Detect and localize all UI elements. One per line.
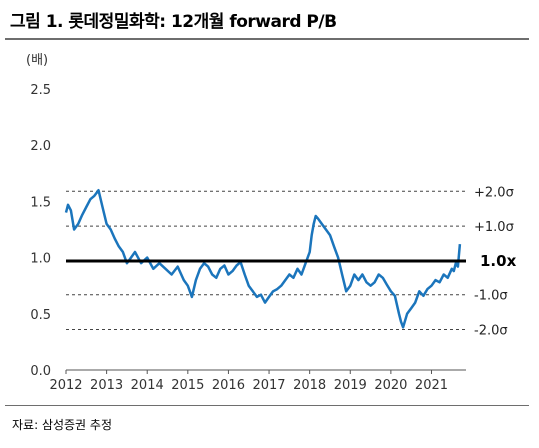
y-tick-label: 2.5 bbox=[30, 83, 51, 98]
x-tick-label: 2015 bbox=[171, 378, 204, 393]
series-line bbox=[64, 188, 462, 329]
sigma-band-label: -1.0σ bbox=[474, 289, 508, 304]
sigma-bands: +2.0σ +1.0σ -1.0σ -2.0σ bbox=[66, 185, 514, 339]
chart-axes: (배) 0.0 0.5 1.0 1.5 2.0 2.5 2012 2013 2014 2015 201… bbox=[26, 53, 466, 393]
sigma-band-label: +1.0σ bbox=[474, 220, 514, 235]
x-tick-label: 2021 bbox=[415, 378, 448, 393]
x-tick-label: 2018 bbox=[293, 378, 326, 393]
x-tick-label: 2017 bbox=[252, 378, 285, 393]
y-tick-label: 0.5 bbox=[30, 308, 51, 323]
title-divider bbox=[5, 38, 529, 40]
x-tick-label: 2016 bbox=[212, 378, 245, 393]
y-tick-label: 1.0 bbox=[30, 252, 51, 267]
source-divider bbox=[5, 405, 529, 406]
x-tick-label: 2013 bbox=[90, 378, 123, 393]
x-tick-label: 2019 bbox=[334, 378, 367, 393]
x-tick-label: 2014 bbox=[131, 378, 164, 393]
sigma-band-label: +2.0σ bbox=[474, 185, 514, 200]
series-layer bbox=[64, 188, 462, 329]
x-tick-label: 2012 bbox=[49, 378, 82, 393]
reference-layer: 1.0x bbox=[66, 252, 517, 270]
y-tick-label: 1.5 bbox=[30, 195, 51, 210]
y-axis-unit-label: (배) bbox=[26, 53, 48, 68]
chart-title: 그림 1. 롯데정밀화학: 12개월 forward P/B bbox=[10, 12, 337, 32]
x-tick-label: 2020 bbox=[374, 378, 407, 393]
source-note: 자료: 삼성증권 추정 bbox=[12, 418, 112, 432]
y-tick-label: 0.0 bbox=[30, 364, 51, 379]
reference-line-label: 1.0x bbox=[480, 252, 517, 270]
y-tick-label: 2.0 bbox=[30, 139, 51, 154]
sigma-band-label: -2.0σ bbox=[474, 324, 508, 339]
